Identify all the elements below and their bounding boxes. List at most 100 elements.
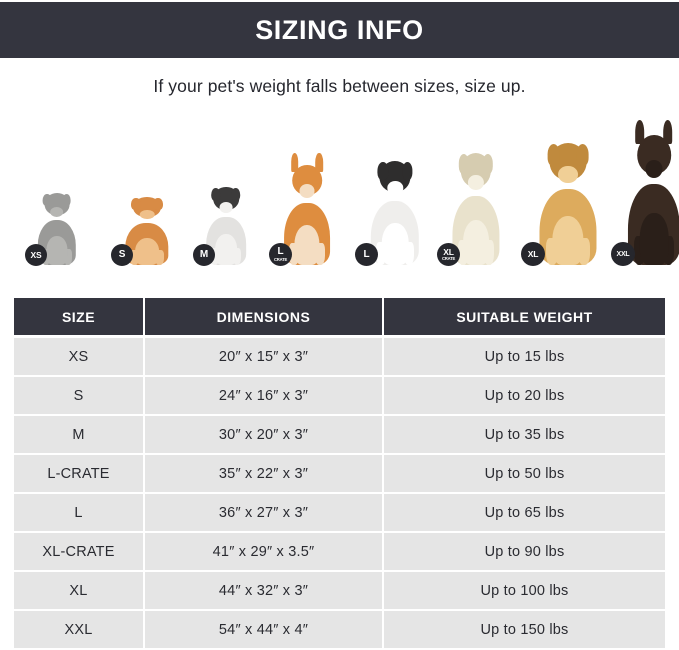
pet-border-collie: L bbox=[356, 161, 434, 265]
size-badge-sublabel: CRATE bbox=[441, 255, 456, 261]
cell-size: M bbox=[14, 416, 143, 453]
pet-ear-shape bbox=[401, 162, 413, 181]
column-divider bbox=[382, 455, 384, 492]
pet-ear-shape bbox=[131, 197, 141, 210]
table-row: L 36″ x 27″ x 3″ Up to 65 lbs bbox=[14, 494, 665, 531]
size-badge-xs: XS bbox=[26, 245, 46, 265]
cell-dimensions: 54″ x 44″ x 4″ bbox=[145, 611, 382, 648]
pet-front-leg bbox=[154, 250, 164, 265]
pet-ear-shape bbox=[290, 153, 299, 173]
column-divider bbox=[382, 572, 384, 609]
pet-ear-shape bbox=[43, 193, 52, 207]
pet-head-shape bbox=[43, 193, 71, 217]
size-badge-xl: XL bbox=[522, 243, 544, 265]
pet-muzzle-shape bbox=[645, 159, 663, 178]
pet-head-shape bbox=[635, 120, 673, 178]
pet-chest-shape bbox=[215, 233, 237, 265]
pet-head-shape bbox=[458, 153, 494, 190]
cell-dimensions: 20″ x 15″ x 3″ bbox=[145, 338, 382, 375]
pet-front-leg bbox=[315, 243, 325, 265]
table-row: XL-CRATE 41″ x 29″ x 3.5″ Up to 90 lbs bbox=[14, 533, 665, 570]
sizing-table: SIZE DIMENSIONS SUITABLE WEIGHT XS 20″ x … bbox=[14, 298, 665, 650]
pet-chest-shape bbox=[639, 213, 669, 265]
pet-ear-shape bbox=[635, 120, 645, 145]
pet-head-shape bbox=[131, 197, 163, 220]
size-badge-label: M bbox=[199, 249, 209, 260]
column-divider bbox=[143, 377, 145, 414]
table-row: XXL 54″ x 44″ x 4″ Up to 150 lbs bbox=[14, 611, 665, 648]
pet-front-leg bbox=[63, 249, 72, 265]
header-cell-dimensions: DIMENSIONS bbox=[145, 298, 382, 335]
column-divider bbox=[382, 377, 384, 414]
pet-muzzle-shape bbox=[50, 206, 64, 217]
cell-dimensions: 30″ x 20″ x 3″ bbox=[145, 416, 382, 453]
pet-chest-shape bbox=[463, 220, 489, 265]
header-cell-size: SIZE bbox=[14, 298, 143, 335]
pet-front-leg bbox=[545, 238, 558, 265]
column-divider bbox=[382, 338, 384, 375]
column-divider bbox=[382, 533, 384, 570]
size-badge-label: S bbox=[118, 249, 126, 260]
column-divider bbox=[143, 494, 145, 531]
pet-head-shape bbox=[547, 143, 589, 184]
subtitle-text: If your pet's weight falls between sizes… bbox=[153, 76, 526, 96]
size-badge-m: M bbox=[194, 245, 214, 265]
pet-ear-shape bbox=[231, 187, 241, 202]
pet-gray-cat: XS bbox=[26, 193, 88, 265]
table-row: M 30″ x 20″ x 3″ Up to 35 lbs bbox=[14, 416, 665, 453]
pet-front-leg bbox=[376, 242, 387, 265]
pet-front-leg bbox=[42, 249, 51, 265]
pet-doberman: XXL bbox=[612, 120, 679, 265]
cell-dimensions: 24″ x 16″ x 3″ bbox=[145, 377, 382, 414]
cell-size: L bbox=[14, 494, 143, 531]
page-title: SIZING INFO bbox=[255, 14, 424, 45]
title-band: SIZING INFO bbox=[0, 2, 679, 58]
pet-front-leg bbox=[210, 247, 219, 265]
size-badge-xl-crate: XL CRATE bbox=[438, 244, 459, 265]
pet-head-shape bbox=[211, 187, 241, 213]
cell-weight: Up to 65 lbs bbox=[384, 494, 665, 531]
pet-ear-shape bbox=[458, 154, 470, 174]
size-badge-label: XL bbox=[527, 248, 539, 259]
cell-dimensions: 36″ x 27″ x 3″ bbox=[145, 494, 382, 531]
size-badge-label: L bbox=[363, 248, 370, 260]
cell-size: S bbox=[14, 377, 143, 414]
cell-size: XXL bbox=[14, 611, 143, 648]
pet-chest-shape bbox=[381, 223, 409, 265]
pet-size-lineup: XS S M L CRATE L XL CRATE XL XXL bbox=[8, 120, 679, 273]
size-badge-xxl: XXL bbox=[612, 243, 634, 265]
cell-weight: Up to 100 lbs bbox=[384, 572, 665, 609]
pet-front-leg bbox=[457, 240, 468, 265]
pet-front-leg bbox=[663, 236, 675, 265]
pet-muzzle-shape bbox=[468, 174, 484, 190]
pet-ear-shape bbox=[315, 153, 324, 173]
pet-golden-retriever: XL bbox=[522, 143, 614, 265]
pet-front-leg bbox=[130, 250, 140, 265]
pet-french-bulldog: M bbox=[194, 187, 258, 265]
pet-ear-shape bbox=[62, 193, 71, 207]
table-header-row: SIZE DIMENSIONS SUITABLE WEIGHT bbox=[14, 298, 665, 335]
pet-front-leg bbox=[403, 242, 414, 265]
pet-shiba-inu: L CRATE bbox=[270, 153, 344, 265]
column-divider bbox=[143, 298, 145, 335]
pet-chest-shape bbox=[294, 225, 320, 265]
cell-dimensions: 44″ x 32″ x 3″ bbox=[145, 572, 382, 609]
cell-weight: Up to 150 lbs bbox=[384, 611, 665, 648]
cell-weight: Up to 35 lbs bbox=[384, 416, 665, 453]
pet-ear-shape bbox=[482, 154, 494, 174]
cell-weight: Up to 15 lbs bbox=[384, 338, 665, 375]
size-badge-label: XS bbox=[30, 249, 42, 260]
pet-pomeranian: S bbox=[112, 197, 182, 265]
pet-front-leg bbox=[578, 238, 591, 265]
column-divider bbox=[143, 611, 145, 648]
pet-ear-shape bbox=[663, 120, 673, 145]
cell-dimensions: 35″ x 22″ x 3″ bbox=[145, 455, 382, 492]
pet-muzzle-shape bbox=[219, 201, 233, 213]
cell-size: L-CRATE bbox=[14, 455, 143, 492]
table-row: L-CRATE 35″ x 22″ x 3″ Up to 50 lbs bbox=[14, 455, 665, 492]
pet-ear-shape bbox=[377, 162, 389, 181]
size-badge-l-crate: L CRATE bbox=[270, 244, 291, 265]
header-cell-weight: SUITABLE WEIGHT bbox=[384, 298, 665, 335]
table-row: XS 20″ x 15″ x 3″ Up to 15 lbs bbox=[14, 338, 665, 375]
